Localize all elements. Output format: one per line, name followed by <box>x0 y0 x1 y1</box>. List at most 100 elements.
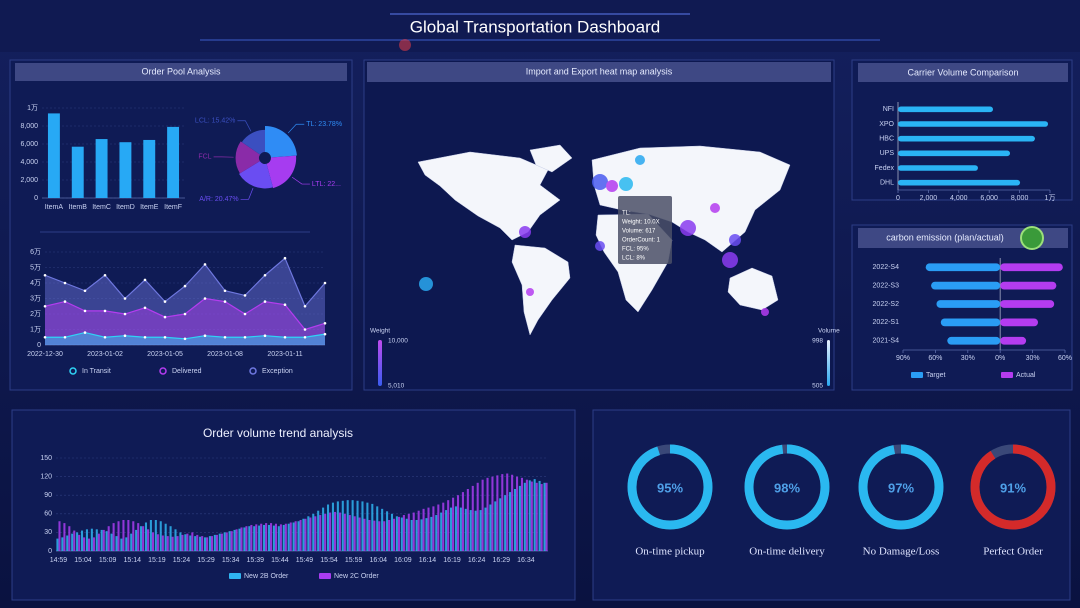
bar <box>140 526 143 551</box>
bar <box>206 537 209 551</box>
panel-title: Order Pool Analysis <box>141 66 221 76</box>
legend-max: 998 <box>812 338 823 345</box>
point <box>223 335 227 339</box>
bar <box>194 536 197 551</box>
x-tick-label: 15:59 <box>345 557 363 564</box>
bar <box>71 146 84 198</box>
bar <box>299 520 302 551</box>
y-tick-label: 2,000 <box>20 177 38 184</box>
bar <box>240 527 243 551</box>
bar <box>407 513 410 551</box>
bubble <box>729 234 741 246</box>
bar <box>898 179 1021 186</box>
pie-slice <box>241 129 265 155</box>
panel-trend: Order volume trend analysis <box>11 409 576 601</box>
x-tick-label: 60% <box>1058 355 1072 362</box>
bar <box>459 507 462 551</box>
panel <box>9 59 353 391</box>
bar <box>56 538 59 551</box>
x-tick-label: ItemA <box>45 204 64 211</box>
bar <box>314 516 317 551</box>
x-tick-label: 14:59 <box>50 557 68 564</box>
bar <box>499 498 502 551</box>
bar <box>545 482 548 551</box>
panel-title: Order volume trend analysis <box>203 426 353 440</box>
bar <box>1000 300 1055 308</box>
x-tick-label: 60% <box>928 355 942 362</box>
bar <box>117 521 120 551</box>
bubble <box>592 174 608 190</box>
bar <box>936 300 1001 308</box>
x-tick-label: 30% <box>1026 355 1040 362</box>
x-tick-label: 0 <box>896 195 900 202</box>
y-tick-label: 0 <box>48 548 52 555</box>
bar <box>351 500 354 551</box>
y-tick-label: 4万 <box>30 279 41 287</box>
map-tooltip: TL: Weight: 10.0X Volume: 617 OrderCount… <box>618 196 672 264</box>
legend-max: 10,000 <box>388 338 408 345</box>
point <box>103 335 107 339</box>
x-tick-label: 16:14 <box>419 557 437 564</box>
gauge-arc <box>970 444 1056 530</box>
bar <box>73 530 76 551</box>
bar <box>258 525 261 551</box>
bar <box>144 522 148 551</box>
bar <box>1000 318 1038 327</box>
bar <box>78 534 81 551</box>
panel <box>11 409 576 601</box>
bar <box>220 533 223 551</box>
pie-label: FCL <box>198 154 211 161</box>
bar <box>218 533 221 551</box>
x-tick-label: ItemC <box>92 204 111 211</box>
x-tick-label: 15:24 <box>173 557 191 564</box>
y-tick-label: 120 <box>40 473 52 480</box>
bar <box>383 521 386 551</box>
bar <box>122 520 125 551</box>
bar <box>95 139 108 198</box>
gauge-label: On-time pickup <box>635 546 705 558</box>
bar <box>191 532 194 551</box>
bar <box>312 513 315 551</box>
legend-gradient <box>827 340 830 386</box>
point <box>243 335 247 339</box>
x-tick-label: 16:04 <box>369 557 387 564</box>
gauge-value: 91% <box>1000 480 1026 495</box>
bar <box>435 515 438 551</box>
bar <box>447 500 450 551</box>
point <box>263 300 267 303</box>
panel-kpi <box>592 409 1071 601</box>
bar <box>471 485 474 551</box>
bubble <box>761 308 769 316</box>
bar <box>454 506 457 551</box>
point <box>263 273 267 277</box>
y-tick-label: NFI <box>883 106 894 113</box>
continent <box>529 144 573 173</box>
bar <box>137 523 140 551</box>
point <box>263 334 267 338</box>
panel-title: carbon emission (plan/actual) <box>886 232 1004 242</box>
bar <box>397 516 401 551</box>
bar <box>304 518 307 551</box>
panel-map: Import and Export heat map analysis <box>363 59 840 391</box>
x-tick-label: 15:34 <box>222 557 240 564</box>
bar <box>167 126 180 198</box>
bar <box>353 516 356 551</box>
pie-slice <box>265 126 297 158</box>
point <box>323 281 327 285</box>
gauge-arc <box>627 444 713 530</box>
bar <box>213 534 216 551</box>
bar <box>161 535 164 551</box>
bar <box>543 482 546 551</box>
x-tick-label: 1万 <box>1045 194 1056 202</box>
y-tick-label: Fedex <box>875 165 895 172</box>
bar <box>356 500 359 551</box>
bar <box>307 516 310 551</box>
bar <box>376 506 379 551</box>
x-tick-label: 15:44 <box>271 557 289 564</box>
bar <box>381 508 384 551</box>
bar <box>151 532 155 551</box>
bar <box>287 523 290 551</box>
panel-title-bar <box>15 63 347 81</box>
bar <box>154 520 157 551</box>
